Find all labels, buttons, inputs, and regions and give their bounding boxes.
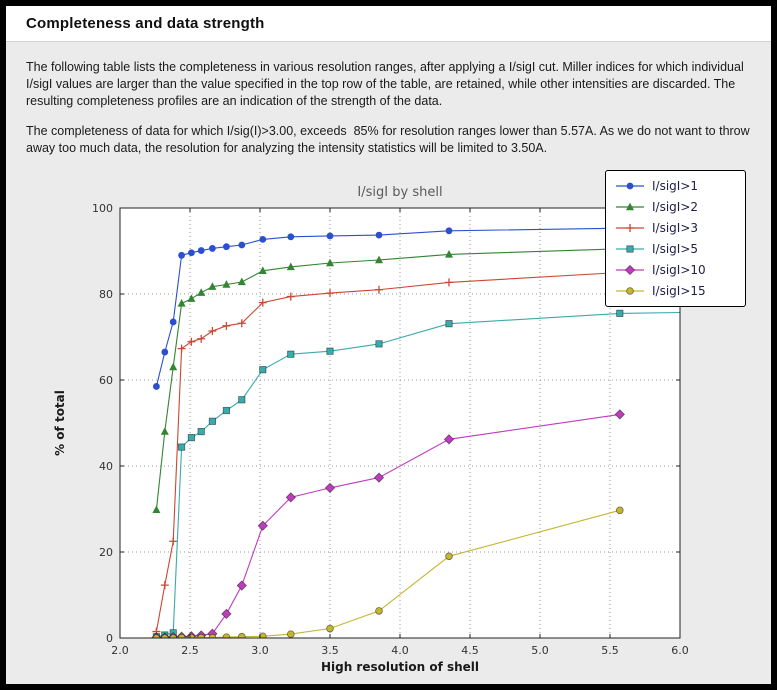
svg-text:40: 40 <box>99 460 113 473</box>
report-panel: Completeness and data strength The follo… <box>6 6 771 684</box>
x-axis-label: High resolution of shell <box>321 660 479 674</box>
legend-item: I/sigI>10 <box>615 263 737 277</box>
legend-marker-icon <box>616 264 644 276</box>
svg-text:5.0: 5.0 <box>531 644 549 657</box>
paragraph-intro: The following table lists the completene… <box>26 60 748 108</box>
legend-marker-icon <box>616 182 644 190</box>
svg-text:3.5: 3.5 <box>321 644 339 657</box>
legend-label: I/sigI>1 <box>652 179 699 193</box>
page-title: Completeness and data strength <box>26 15 265 32</box>
legend-label: I/sigI>10 <box>652 263 706 277</box>
legend-label: I/sigI>5 <box>652 242 699 256</box>
legend-item: I/sigI>2 <box>615 200 737 214</box>
legend-item: I/sigI>5 <box>615 242 737 256</box>
svg-text:4.0: 4.0 <box>391 644 409 657</box>
svg-text:6.0: 6.0 <box>671 644 689 657</box>
chart-plot: 2.0 2.5 3.0 3.5 4.0 4.5 5.0 5.5 6.0 0 20 40 60 80 100 I… <box>53 185 689 674</box>
svg-text:3.0: 3.0 <box>251 644 269 657</box>
y-axis-label: % of total <box>53 390 67 456</box>
svg-text:60: 60 <box>99 374 113 387</box>
legend-marker-icon <box>616 287 644 295</box>
legend-label: I/sigI>2 <box>652 200 699 214</box>
svg-text:0: 0 <box>106 632 113 645</box>
section-header: Completeness and data strength <box>6 6 771 42</box>
svg-text:2.5: 2.5 <box>181 644 199 657</box>
svg-text:2.0: 2.0 <box>111 644 129 657</box>
legend-item: I/sigI>3 <box>615 221 737 235</box>
legend-marker-icon <box>616 202 644 211</box>
chart-legend: I/sigI>1 I/sigI>2 I/sigI>3 I/sigI>5 I/sigI>1… <box>605 170 746 307</box>
legend-item: I/sigI>1 <box>615 179 737 193</box>
svg-text:5.5: 5.5 <box>601 644 619 657</box>
legend-label: I/sigI>3 <box>652 221 699 235</box>
legend-item: I/sigI>15 <box>615 284 737 298</box>
paragraph-conclusion: The completeness of data for which I/sig… <box>26 124 754 155</box>
chart-title: I/sigI by shell <box>357 185 442 200</box>
svg-text:4.5: 4.5 <box>461 644 479 657</box>
legend-label: I/sigI>15 <box>652 284 706 298</box>
svg-text:20: 20 <box>99 546 113 559</box>
svg-text:100: 100 <box>92 202 113 215</box>
svg-text:80: 80 <box>99 288 113 301</box>
legend-marker-icon <box>616 224 644 232</box>
completeness-chart: 2.0 2.5 3.0 3.5 4.0 4.5 5.0 5.5 6.0 0 20 40 60 80 100 I… <box>6 152 771 684</box>
legend-marker-icon <box>616 245 644 253</box>
